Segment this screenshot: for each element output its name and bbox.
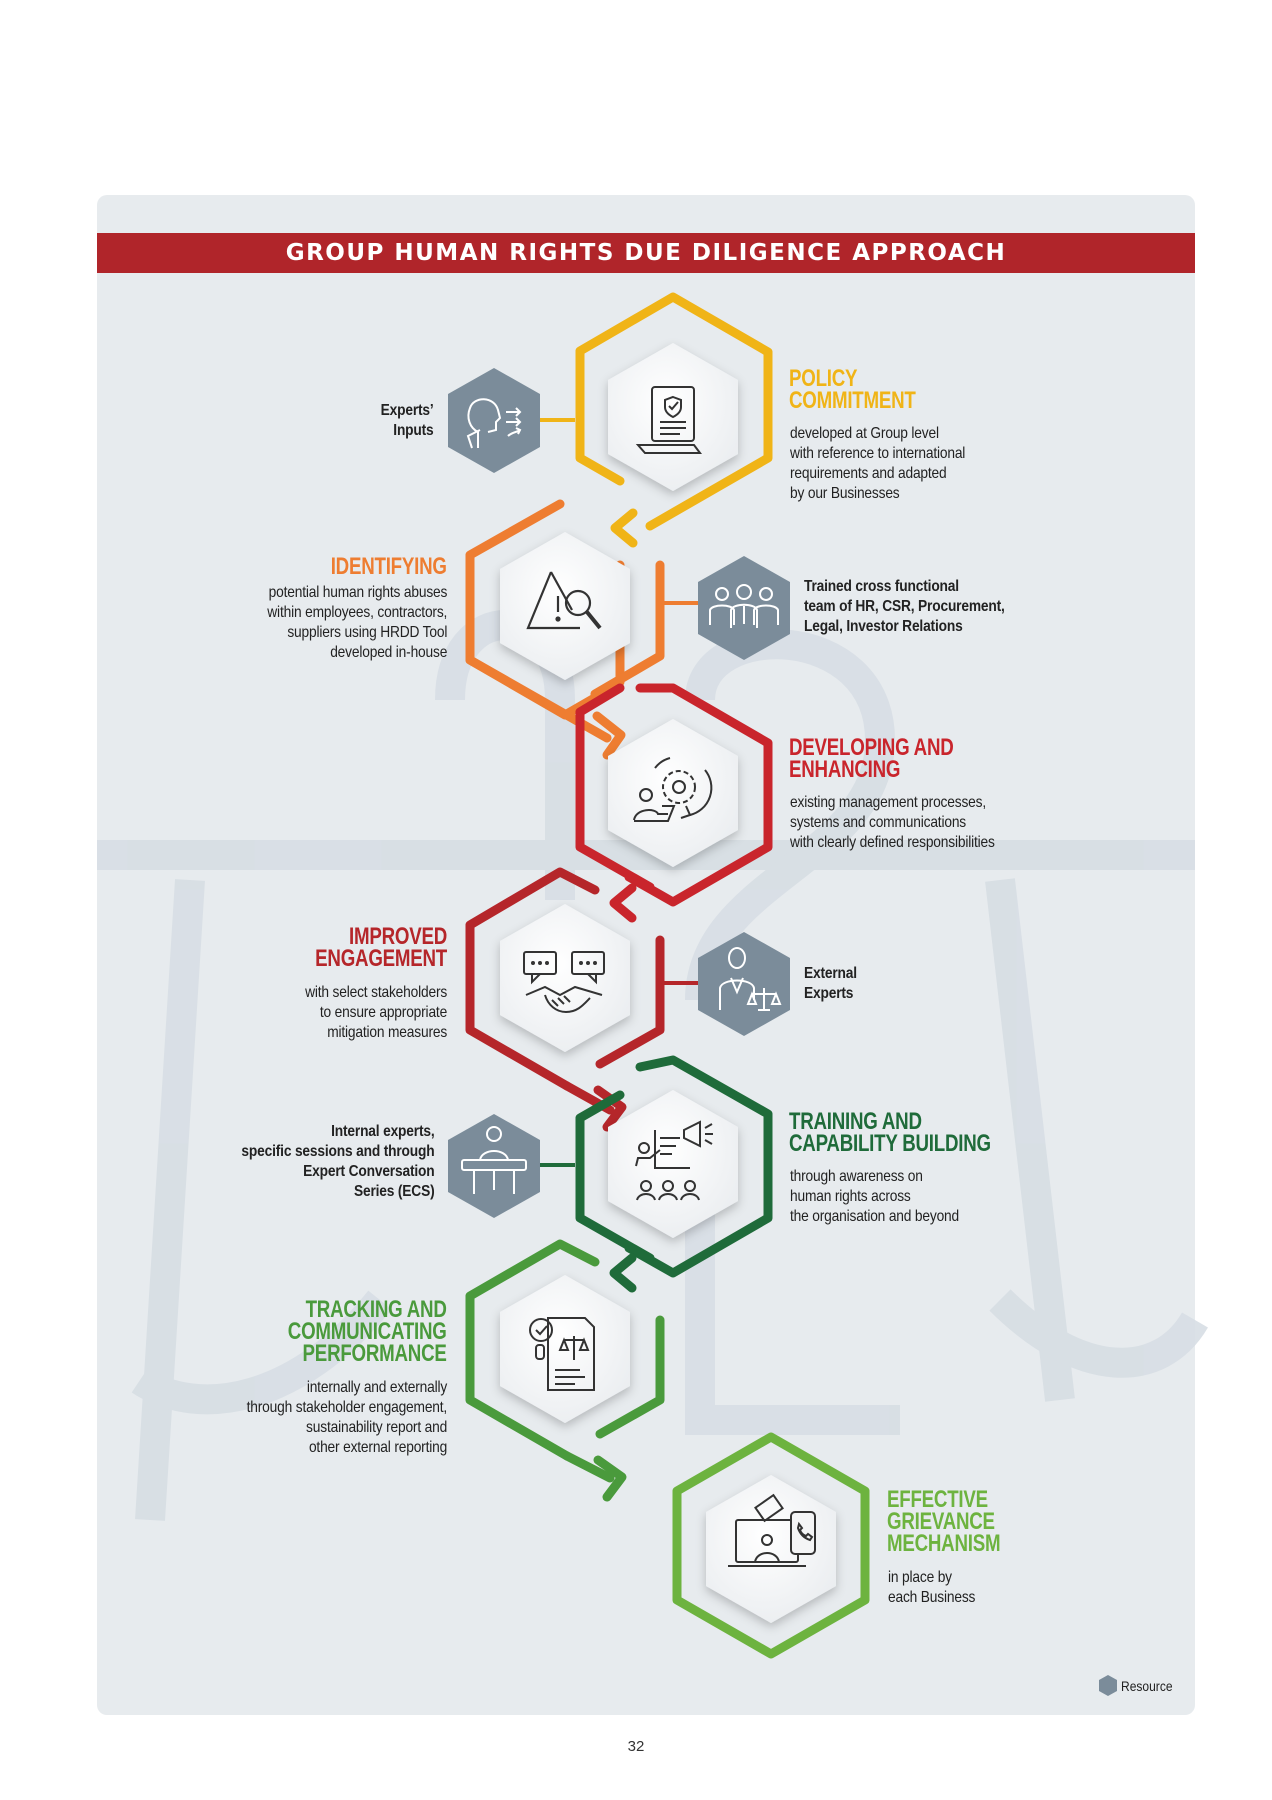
training-arrowhead bbox=[609, 1253, 637, 1293]
tracking-outline bbox=[465, 1239, 600, 1461]
resource-internal-experts-label: Internal experts, specific sessions and … bbox=[240, 1123, 434, 1200]
developing-title-line-2: ENHANCING bbox=[789, 756, 901, 783]
report-scales-icon bbox=[529, 1317, 595, 1391]
tracking-arrowhead bbox=[593, 1455, 627, 1502]
grievance-title: EFFECTIVE GRIEVANCE MECHANISM bbox=[887, 1486, 1001, 1557]
grievance-title-line-3: MECHANISM bbox=[887, 1530, 1001, 1557]
policy-title-line-2: COMMITMENT bbox=[789, 387, 916, 414]
developing-description: existing management processes, systems a… bbox=[790, 794, 995, 851]
step-grievance-mechanism bbox=[672, 1432, 870, 1659]
lawyer-scales-icon bbox=[719, 947, 782, 1011]
handshake-chat-icon bbox=[523, 951, 605, 1014]
policy-title: POLICY COMMITMENT bbox=[789, 365, 916, 414]
tracking-description: internally and externally through stakeh… bbox=[246, 1379, 448, 1456]
resource-external-experts bbox=[698, 932, 790, 1036]
engagement-description: with select stakeholders to ensure appro… bbox=[305, 984, 447, 1041]
speaker-podium-icon bbox=[461, 1126, 527, 1194]
policy-title-line-1: POLICY bbox=[789, 365, 858, 392]
resource-experts-inputs bbox=[448, 368, 540, 473]
step-tracking-performance bbox=[465, 1239, 665, 1502]
grievance-title-line-1: EFFECTIVE bbox=[887, 1486, 988, 1513]
developing-title: DEVELOPING AND ENHANCING bbox=[789, 734, 954, 783]
grievance-outline bbox=[672, 1432, 870, 1659]
resource-hex bbox=[448, 1114, 540, 1218]
resource-hex bbox=[448, 368, 540, 473]
step-policy-commitment bbox=[575, 292, 773, 548]
engagement-inner-hex bbox=[500, 904, 630, 1052]
identifying-arrowhead bbox=[592, 711, 626, 760]
identifying-title: IDENTIFYING bbox=[330, 553, 447, 580]
policy-arrowhead bbox=[610, 508, 638, 548]
engagement-title: IMPROVED ENGAGEMENT bbox=[315, 923, 447, 972]
policy-outline bbox=[575, 292, 773, 531]
tracking-title: TRACKING AND COMMUNICATING PERFORMANCE bbox=[288, 1296, 447, 1367]
engagement-arrowhead bbox=[593, 1085, 627, 1132]
legend-resource-hex bbox=[1099, 1675, 1117, 1696]
identifying-description: potential human rights abuses within emp… bbox=[267, 584, 447, 661]
grievance-laptop-icon bbox=[728, 1493, 816, 1567]
resource-external-experts-label: External Experts bbox=[804, 965, 857, 1002]
identifying-inner-hex bbox=[500, 532, 630, 680]
training-title-line-1: TRAINING AND bbox=[789, 1108, 922, 1135]
developing-outline bbox=[624, 683, 773, 907]
tracking-title-line-2: COMMUNICATING bbox=[288, 1318, 447, 1345]
policy-document-icon bbox=[635, 386, 702, 454]
watermark-logo bbox=[97, 610, 1208, 1521]
training-title: TRAINING AND CAPABILITY BUILDING bbox=[789, 1108, 991, 1157]
resource-experts-inputs-label: Experts’ Inputs bbox=[381, 402, 434, 439]
warning-search-icon bbox=[526, 571, 602, 630]
tracking-title-line-3: PERFORMANCE bbox=[302, 1340, 447, 1367]
tracking-title-line-1: TRACKING AND bbox=[305, 1296, 447, 1323]
training-description: through awareness on human rights across… bbox=[790, 1168, 960, 1225]
training-inner-hex bbox=[608, 1090, 738, 1238]
training-presentation-icon bbox=[635, 1120, 713, 1201]
step-identifying bbox=[465, 499, 665, 760]
engagement-title-line-2: ENGAGEMENT bbox=[315, 945, 447, 972]
engagement-outline bbox=[465, 867, 600, 1091]
resource-trained-team-label: Trained cross functional team of HR, CSR… bbox=[804, 578, 1005, 635]
engagement-title-line-1: IMPROVED bbox=[349, 923, 447, 950]
resource-internal-experts bbox=[448, 1114, 540, 1218]
developing-inner-hex bbox=[608, 719, 738, 867]
step-developing-enhancing bbox=[575, 683, 773, 923]
gear-process-icon bbox=[633, 757, 713, 822]
grievance-title-line-2: GRIEVANCE bbox=[887, 1508, 995, 1535]
developing-arrowhead bbox=[609, 883, 637, 923]
resource-trained-team bbox=[698, 556, 790, 660]
grievance-description: in place by each Business bbox=[888, 1569, 976, 1606]
expert-inputs-icon bbox=[466, 398, 522, 449]
step-training-capability bbox=[575, 1055, 773, 1293]
training-outline bbox=[624, 1055, 773, 1278]
team-icon bbox=[709, 584, 779, 628]
page-number: 32 bbox=[627, 1738, 645, 1755]
step-improved-engagement bbox=[465, 867, 665, 1132]
identifying-title-line-1: IDENTIFYING bbox=[330, 553, 447, 580]
banner-title: GROUP HUMAN RIGHTS DUE DILIGENCE APPROAC… bbox=[97, 233, 1195, 273]
developing-title-line-1: DEVELOPING AND bbox=[789, 734, 954, 761]
policy-description: developed at Group level with reference … bbox=[790, 425, 966, 502]
training-title-line-2: CAPABILITY BUILDING bbox=[789, 1130, 991, 1157]
legend-label: Resource bbox=[1121, 1678, 1173, 1694]
